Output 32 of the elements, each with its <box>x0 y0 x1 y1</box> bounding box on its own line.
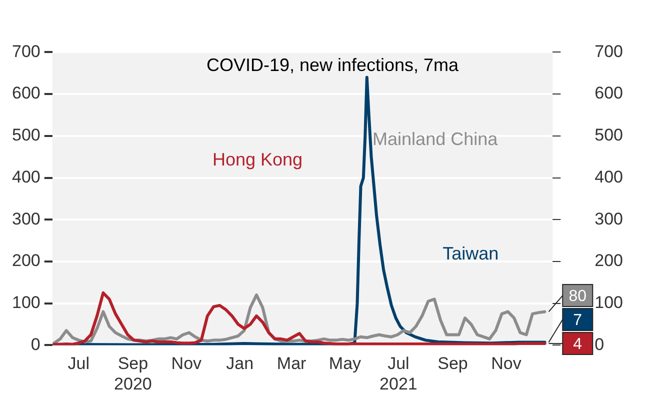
x-tick-label: Sep 2020 <box>114 354 152 394</box>
y-tick-label: 600 <box>12 84 40 103</box>
data-label: 80 <box>568 288 587 305</box>
data-label: 7 <box>573 312 582 329</box>
x-tick-label: Jan <box>226 354 254 374</box>
x-tick-label: Mar <box>276 354 307 374</box>
text: Taiwan <box>442 243 499 264</box>
x-tick-label: Jul <box>68 354 90 374</box>
y-tick-label: 500 <box>12 126 40 145</box>
text: Mainland China <box>372 129 499 150</box>
y2-tick-label: 300 <box>594 209 624 228</box>
y2-tick-label: 600 <box>594 84 624 103</box>
chart-title: COVID-19, new infections, 7ma <box>206 55 460 76</box>
y2-tick-label: 100 <box>594 293 624 312</box>
x-tick-label: Jul 2021 <box>380 354 418 394</box>
x-tick-label: Nov <box>171 354 202 374</box>
y-tick-label: 700 <box>12 42 40 61</box>
y-tick-label: 100 <box>12 293 40 312</box>
y2-tick-label: 200 <box>594 251 624 270</box>
y-tick-label: 200 <box>12 251 40 270</box>
x-tick-label: May <box>328 354 362 374</box>
x-tick-label: Nov <box>491 354 522 374</box>
y-tick-label: 400 <box>12 167 40 186</box>
y2-tick-label: 700 <box>594 42 624 61</box>
x-tick-label: Sep <box>438 354 468 374</box>
y2-tick-label: 0 <box>594 334 604 354</box>
y-tick-label: 0 <box>30 334 40 354</box>
y-tick-label: 300 <box>12 209 40 228</box>
y2-tick-label: 400 <box>594 167 624 186</box>
text: Hong Kong <box>212 150 303 170</box>
data-label: 4 <box>573 336 582 353</box>
y2-tick-label: 500 <box>594 126 624 145</box>
